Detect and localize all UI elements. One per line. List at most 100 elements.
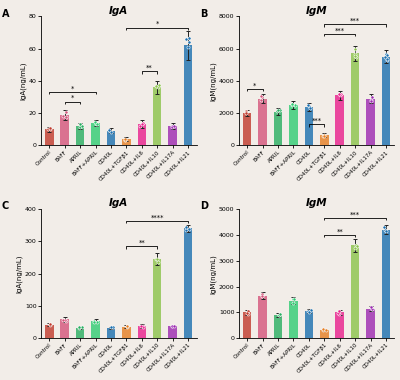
Point [383, 51, 389, 57]
Point [60, 113, 66, 119]
Point [276, 311, 283, 317]
Point [290, 299, 296, 306]
Bar [76, 328, 84, 338]
Bar [91, 123, 100, 146]
Bar [366, 99, 375, 146]
Bar [336, 95, 344, 146]
Point [382, 228, 389, 234]
Point [259, 94, 265, 100]
Point [183, 36, 190, 43]
Point [46, 322, 53, 328]
Bar [382, 230, 390, 338]
Point [351, 245, 358, 252]
Bar [184, 45, 192, 146]
Point [352, 54, 358, 60]
Point [47, 321, 53, 328]
Point [276, 107, 283, 113]
Point [354, 242, 360, 249]
Point [171, 323, 177, 329]
Bar [351, 245, 359, 338]
Y-axis label: IgA(ng/mL): IgA(ng/mL) [16, 254, 22, 293]
Point [94, 121, 100, 127]
Text: *: * [156, 21, 159, 27]
Point [124, 323, 130, 329]
Point [76, 324, 82, 330]
Point [320, 327, 326, 333]
Point [79, 123, 85, 129]
Point [384, 52, 390, 59]
Point [122, 137, 128, 143]
Bar [243, 113, 252, 146]
Point [91, 320, 97, 326]
Point [60, 317, 67, 323]
Bar [274, 315, 282, 338]
Point [384, 57, 390, 63]
Title: IgA: IgA [109, 6, 128, 16]
Point [259, 293, 265, 299]
Point [243, 109, 250, 116]
Bar [258, 296, 267, 338]
Point [289, 102, 296, 108]
Point [290, 296, 296, 302]
Point [243, 108, 249, 114]
Bar [138, 124, 146, 146]
Point [335, 310, 341, 316]
Point [171, 123, 177, 129]
Point [276, 312, 282, 318]
Point [382, 54, 388, 60]
Bar [107, 131, 115, 146]
Point [140, 119, 146, 125]
Point [368, 304, 374, 310]
Point [106, 127, 113, 133]
Point [369, 306, 375, 312]
Bar [76, 126, 84, 146]
Text: *: * [71, 86, 74, 92]
Point [140, 324, 146, 330]
Point [168, 323, 175, 329]
Point [320, 133, 326, 139]
Bar [168, 326, 177, 338]
Point [169, 323, 176, 329]
Bar [184, 228, 192, 338]
Text: ****: **** [150, 214, 164, 220]
Point [46, 321, 53, 327]
Point [183, 224, 190, 230]
Bar [153, 259, 162, 338]
Point [44, 126, 51, 132]
Point [306, 105, 313, 111]
Text: *: * [253, 82, 256, 88]
Point [336, 91, 342, 97]
Point [323, 328, 329, 334]
Bar [305, 107, 313, 146]
Point [156, 82, 162, 88]
Bar [289, 105, 298, 146]
Point [305, 309, 312, 315]
Point [168, 124, 175, 130]
Point [336, 308, 343, 314]
Bar [122, 139, 131, 146]
Text: **: ** [146, 65, 153, 71]
Bar [289, 301, 298, 338]
Bar [320, 135, 328, 146]
Point [153, 255, 160, 261]
Bar [45, 129, 54, 146]
Point [369, 306, 375, 312]
Text: **: ** [336, 228, 343, 234]
Bar [122, 326, 131, 338]
Point [185, 39, 192, 45]
Point [292, 102, 298, 108]
Point [306, 103, 312, 109]
Point [382, 226, 388, 233]
Point [336, 310, 342, 317]
Point [63, 318, 70, 324]
Point [305, 102, 312, 108]
Point [76, 325, 82, 331]
Bar [60, 320, 69, 338]
Point [352, 51, 358, 57]
Y-axis label: IgM(ng/mL): IgM(ng/mL) [210, 61, 216, 101]
Bar [258, 99, 267, 146]
Point [307, 307, 314, 313]
Bar [382, 57, 390, 146]
Point [62, 109, 69, 115]
Point [353, 242, 360, 248]
